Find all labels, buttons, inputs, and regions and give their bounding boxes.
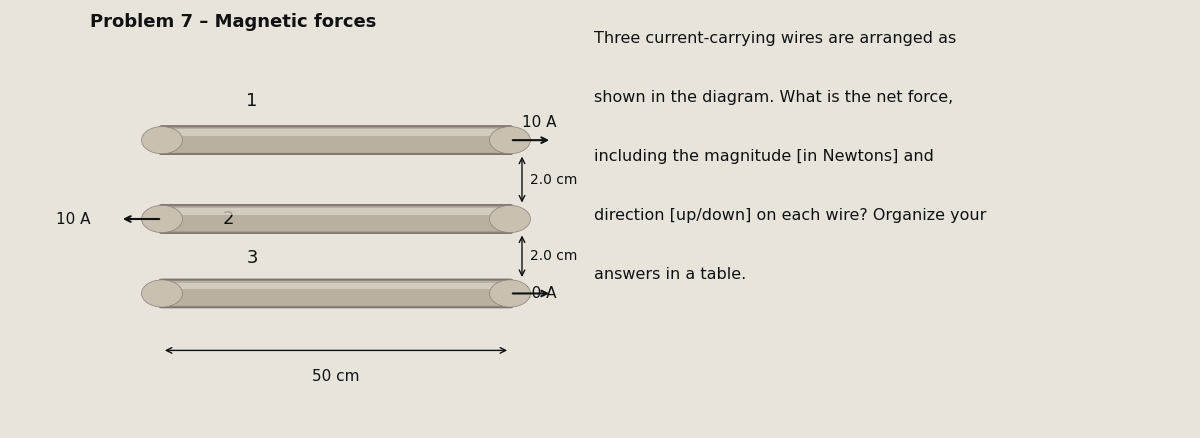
Text: 2: 2 <box>222 210 234 228</box>
Text: 50 cm: 50 cm <box>312 369 360 384</box>
Bar <box>166 283 506 290</box>
Text: 10 A: 10 A <box>522 115 557 130</box>
Bar <box>166 208 506 215</box>
Text: 1: 1 <box>246 92 258 110</box>
Text: 2.0 cm: 2.0 cm <box>530 249 577 263</box>
Ellipse shape <box>490 280 530 307</box>
Text: 10 A: 10 A <box>522 286 557 301</box>
Ellipse shape <box>490 205 530 233</box>
FancyBboxPatch shape <box>160 279 512 308</box>
Text: shown in the diagram. What is the net force,: shown in the diagram. What is the net fo… <box>594 90 953 105</box>
Text: including the magnitude [in Newtons] and: including the magnitude [in Newtons] and <box>594 149 934 164</box>
Text: direction [up/down] on each wire? Organize your: direction [up/down] on each wire? Organi… <box>594 208 986 223</box>
Ellipse shape <box>142 127 182 154</box>
Ellipse shape <box>490 127 530 154</box>
Bar <box>166 129 506 136</box>
FancyBboxPatch shape <box>161 206 511 232</box>
Ellipse shape <box>142 280 182 307</box>
FancyBboxPatch shape <box>161 127 511 153</box>
Text: 10 A: 10 A <box>55 212 90 226</box>
Text: 3: 3 <box>246 249 258 268</box>
Text: 2.0 cm: 2.0 cm <box>530 173 577 187</box>
Ellipse shape <box>142 205 182 233</box>
FancyBboxPatch shape <box>160 205 512 233</box>
FancyBboxPatch shape <box>161 281 511 306</box>
Text: Three current-carrying wires are arranged as: Three current-carrying wires are arrange… <box>594 31 956 46</box>
Text: Problem 7 – Magnetic forces: Problem 7 – Magnetic forces <box>90 13 377 31</box>
FancyBboxPatch shape <box>160 126 512 155</box>
Text: answers in a table.: answers in a table. <box>594 267 746 282</box>
